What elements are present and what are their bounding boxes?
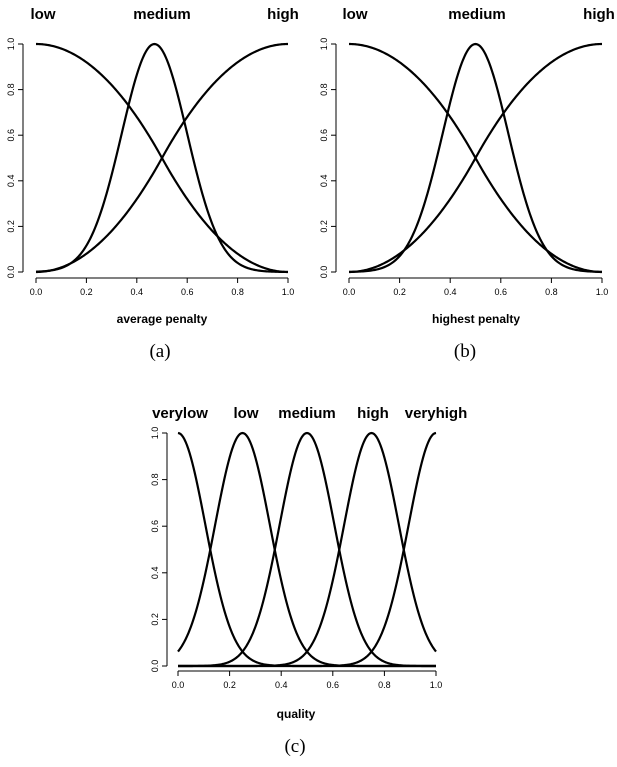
chart-panel-1: 0.0 0.2 0.4 0.6 0.8 1.0 0.0 0.2 0.4 0.6 0.8 1.0 low m… — [319, 6, 615, 362]
y-tick-label: 0.4 — [319, 175, 329, 188]
y-tick-label: 1.0 — [6, 38, 16, 51]
x-tick-label: 0.4 — [131, 287, 144, 297]
y-tick-label: 0.0 — [150, 660, 160, 673]
y-tick-label: 0.8 — [6, 83, 16, 96]
subfigure-caption: (b) — [454, 341, 476, 362]
curve-medium — [178, 431, 436, 668]
series-label-high: high — [583, 6, 615, 23]
series-label-medium: medium — [278, 405, 336, 422]
x-axis-label: average penalty — [117, 312, 208, 326]
y-tick-label: 0.8 — [150, 473, 160, 486]
y-tick-label: 0.2 — [6, 220, 16, 233]
chart-panel-2: 0.0 0.2 0.4 0.6 0.8 1.0 0.0 0.2 0.4 0.6 0.8 1.0 very… — [150, 405, 467, 757]
x-tick-label: 0.0 — [30, 287, 43, 297]
y-tick-label: 1.0 — [319, 38, 329, 51]
series-label-verylow: verylow — [152, 405, 208, 422]
y-tick-label: 0.2 — [150, 613, 160, 626]
y-tick-label: 0.0 — [319, 266, 329, 279]
y-tick-label: 0.6 — [150, 520, 160, 533]
curve-veryhigh — [178, 431, 437, 668]
curve-medium — [35, 42, 289, 274]
x-tick-label: 0.6 — [181, 287, 194, 297]
x-tick-label: 0.0 — [172, 680, 185, 690]
series-label-low: low — [31, 6, 56, 23]
x-tick-label: 0.2 — [80, 287, 93, 297]
x-axis-label: highest penalty — [432, 312, 520, 326]
series-label-low: low — [343, 6, 368, 23]
curve-high — [348, 42, 603, 274]
x-tick-label: 0.8 — [378, 680, 391, 690]
subfigure-caption: (c) — [284, 736, 305, 757]
x-tick-label: 0.8 — [545, 287, 558, 297]
series-label-medium: medium — [133, 6, 191, 23]
curve-low — [177, 431, 436, 668]
y-tick-label: 1.0 — [150, 427, 160, 440]
series-label-medium: medium — [448, 6, 506, 23]
x-tick-label: 0.4 — [444, 287, 457, 297]
x-tick-label: 0.4 — [275, 680, 288, 690]
y-tick-label: 0.2 — [319, 220, 329, 233]
x-tick-label: 0.6 — [327, 680, 340, 690]
curve-high — [178, 431, 437, 668]
y-tick-label: 0.4 — [6, 175, 16, 188]
x-tick-label: 0.0 — [343, 287, 356, 297]
x-axis-label: quality — [277, 707, 316, 721]
y-tick-label: 0.0 — [6, 266, 16, 279]
curve-medium — [348, 42, 603, 273]
x-tick-label: 0.2 — [223, 680, 236, 690]
x-tick-label: 1.0 — [596, 287, 609, 297]
subfigure-caption: (a) — [149, 341, 170, 362]
series-label-low: low — [234, 405, 259, 422]
y-tick-label: 0.8 — [319, 83, 329, 96]
series-label-high: high — [357, 405, 389, 422]
x-tick-label: 0.8 — [231, 287, 244, 297]
y-tick-label: 0.6 — [319, 129, 329, 142]
x-tick-label: 0.2 — [393, 287, 406, 297]
series-label-veryhigh: veryhigh — [405, 405, 468, 422]
curve-high — [35, 42, 289, 274]
x-tick-label: 1.0 — [282, 287, 295, 297]
y-tick-label: 0.6 — [6, 129, 16, 142]
chart-panel-0: 0.0 0.2 0.4 0.6 0.8 1.0 0.0 0.2 0.4 0.6 0.8 1.0 low m… — [6, 6, 299, 362]
x-tick-label: 0.6 — [495, 287, 508, 297]
curve-verylow — [177, 431, 436, 668]
x-tick-label: 1.0 — [430, 680, 443, 690]
series-label-high: high — [267, 6, 299, 23]
y-tick-label: 0.4 — [150, 567, 160, 580]
